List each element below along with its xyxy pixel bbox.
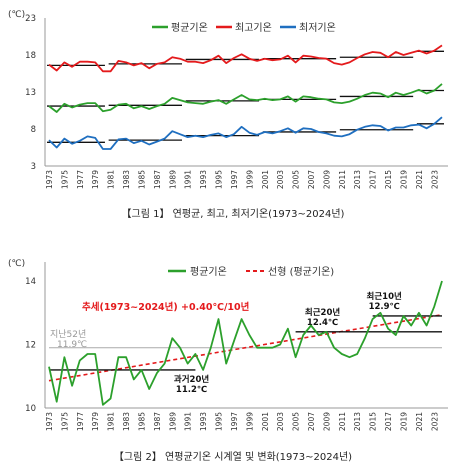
chart2-x-tick-label: 2001 (261, 412, 270, 431)
chart2-y-tick-label: 10 (25, 404, 36, 414)
chart2-x-tick-label: 2021 (415, 412, 424, 431)
chart1-x-tick-label: 1995 (215, 170, 224, 189)
chart1-x-tick-label: 1991 (184, 170, 193, 189)
chart2-trend-label: 추세(1973~2024년) +0.40℃/10년 (82, 301, 249, 313)
chart2-x-tick-label: 2009 (322, 412, 331, 431)
chart2-period-title: 최근20년 (305, 307, 340, 318)
chart1-x-tick-label: 2011 (338, 170, 347, 189)
chart1-x-tick-label: 1979 (91, 170, 100, 189)
chart1-legend-label-min: 최저기온 (299, 22, 336, 34)
chart2-x-tick-label: 2005 (292, 412, 301, 431)
chart1-legend-label-max: 최고기온 (235, 22, 272, 34)
chart1-y-tick-label: 13 (25, 88, 36, 98)
chart2-period-value: 11.2℃ (176, 385, 207, 395)
chart1-x-tick-label: 1985 (137, 170, 146, 189)
chart1-legend: 평균기온 최고기온 최저기온 (152, 22, 336, 34)
chart1: (℃) 평균기온 최고기온 최저기온 3 8 13 18 23 1973 1975 1977… (8, 10, 448, 220)
chart1-series-line-1 (48, 44, 443, 73)
chart2-x-tick-label: 2023 (430, 412, 439, 431)
chart2-x-tick-label: 2007 (307, 412, 316, 431)
chart2-x-tick-label: 1993 (199, 412, 208, 431)
chart1-x-tick-label: 1983 (122, 170, 131, 189)
chart2-x-tick-label: 1981 (107, 412, 116, 431)
chart1-x-tick-label: 2001 (261, 170, 270, 189)
chart2-x-tick-label: 1979 (91, 412, 100, 431)
chart1-x-tick-label: 1999 (245, 170, 254, 189)
chart2-x-tick-label: 1989 (168, 412, 177, 431)
chart1-x-tick-label: 1997 (230, 170, 239, 189)
chart1-series-line-2 (48, 116, 443, 150)
chart2-x-tick-label: 2011 (338, 412, 347, 431)
chart1-x-tick-label: 1989 (168, 170, 177, 189)
chart1-x-tick-label: 2021 (415, 170, 424, 189)
chart2-legend-label-trend: 선형 (평균기온) (268, 266, 334, 278)
chart1-x-tick-label: 1973 (45, 170, 54, 189)
chart1-legend-label-avg: 평균기온 (171, 22, 208, 34)
chart1-y-ticks: 3 8 13 18 23 (25, 14, 36, 172)
chart2-x-tick-label: 1973 (45, 412, 54, 431)
chart1-series (48, 44, 443, 150)
chart2-unit-label: (℃) (8, 259, 25, 269)
chart1-x-tick-label: 1993 (199, 170, 208, 189)
chart2-y-tick-label: 12 (25, 341, 36, 351)
chart1-x-tick-label: 2015 (384, 170, 393, 189)
chart1-x-tick-label: 2009 (322, 170, 331, 189)
chart1-y-tick-label: 18 (25, 51, 36, 61)
chart2-series-line-0 (48, 280, 443, 406)
chart2-reference-value: 11.9℃ (57, 340, 87, 350)
chart2-reference-label: 지난52년 (50, 329, 86, 340)
chart2-x-ticks: 1973 1975 1977 1979 1981 1983 1985 1987 1989 1991… (45, 412, 439, 431)
chart1-x-tick-label: 2003 (276, 170, 285, 189)
chart1-y-tick-label: 3 (31, 162, 36, 172)
chart2-x-tick-label: 1999 (245, 412, 254, 431)
chart2-y-ticks: 10 12 14 (25, 277, 36, 414)
chart2-caption: 【그림 2】 연평균기온 시계열 및 변화(1973~2024년) (114, 451, 352, 463)
chart1-x-tick-label: 2013 (353, 170, 362, 189)
chart2-x-tick-label: 1995 (215, 412, 224, 431)
chart2-period-title: 과거20년 (174, 374, 209, 385)
chart2-x-tick-label: 1991 (184, 412, 193, 431)
chart1-x-ticks: 1973 1975 1977 1979 1981 1983 1985 1987 1989 1991… (45, 170, 439, 189)
chart2-legend: 평균기온 선형 (평균기온) (168, 266, 334, 278)
chart2-x-tick-label: 1983 (122, 412, 131, 431)
chart2-x-tick-label: 1977 (76, 412, 85, 431)
chart2-y-tick-label: 14 (25, 277, 36, 287)
chart1-x-tick-label: 1975 (60, 170, 69, 189)
chart2-series (48, 280, 443, 406)
chart1-x-tick-label: 1987 (153, 170, 162, 189)
chart2-x-tick-label: 1975 (60, 412, 69, 431)
chart2-period-value: 12.9℃ (369, 302, 400, 312)
chart2-legend-label-avg: 평균기온 (190, 266, 227, 278)
chart1-caption: 【그림 1】 연평균, 최고, 최저기온(1973~2024년) (122, 208, 345, 220)
chart2-period-title: 최근10년 (367, 291, 402, 302)
chart1-series-line-0 (48, 83, 443, 113)
chart1-x-tick-label: 2007 (307, 170, 316, 189)
chart2-x-tick-label: 2019 (399, 412, 408, 431)
chart2-x-tick-label: 2017 (384, 412, 393, 431)
chart2-period-value: 12.4℃ (307, 318, 338, 328)
chart2-x-tick-label: 2013 (353, 412, 362, 431)
chart1-x-tick-label: 2023 (430, 170, 439, 189)
chart2-x-tick-label: 2003 (276, 412, 285, 431)
chart1-x-tick-label: 1977 (76, 170, 85, 189)
chart1-y-tick-label: 8 (31, 125, 36, 135)
chart1-x-tick-label: 2019 (399, 170, 408, 189)
chart2-x-tick-label: 1997 (230, 412, 239, 431)
chart2-x-tick-label: 2015 (369, 412, 378, 431)
chart1-unit-label: (℃) (8, 10, 25, 20)
chart1-y-tick-label: 23 (25, 14, 36, 24)
chart1-x-tick-label: 1981 (107, 170, 116, 189)
chart1-x-tick-label: 2017 (369, 170, 378, 189)
chart2-x-tick-label: 1987 (153, 412, 162, 431)
chart2-x-tick-label: 1985 (137, 412, 146, 431)
chart1-x-tick-label: 2005 (292, 170, 301, 189)
